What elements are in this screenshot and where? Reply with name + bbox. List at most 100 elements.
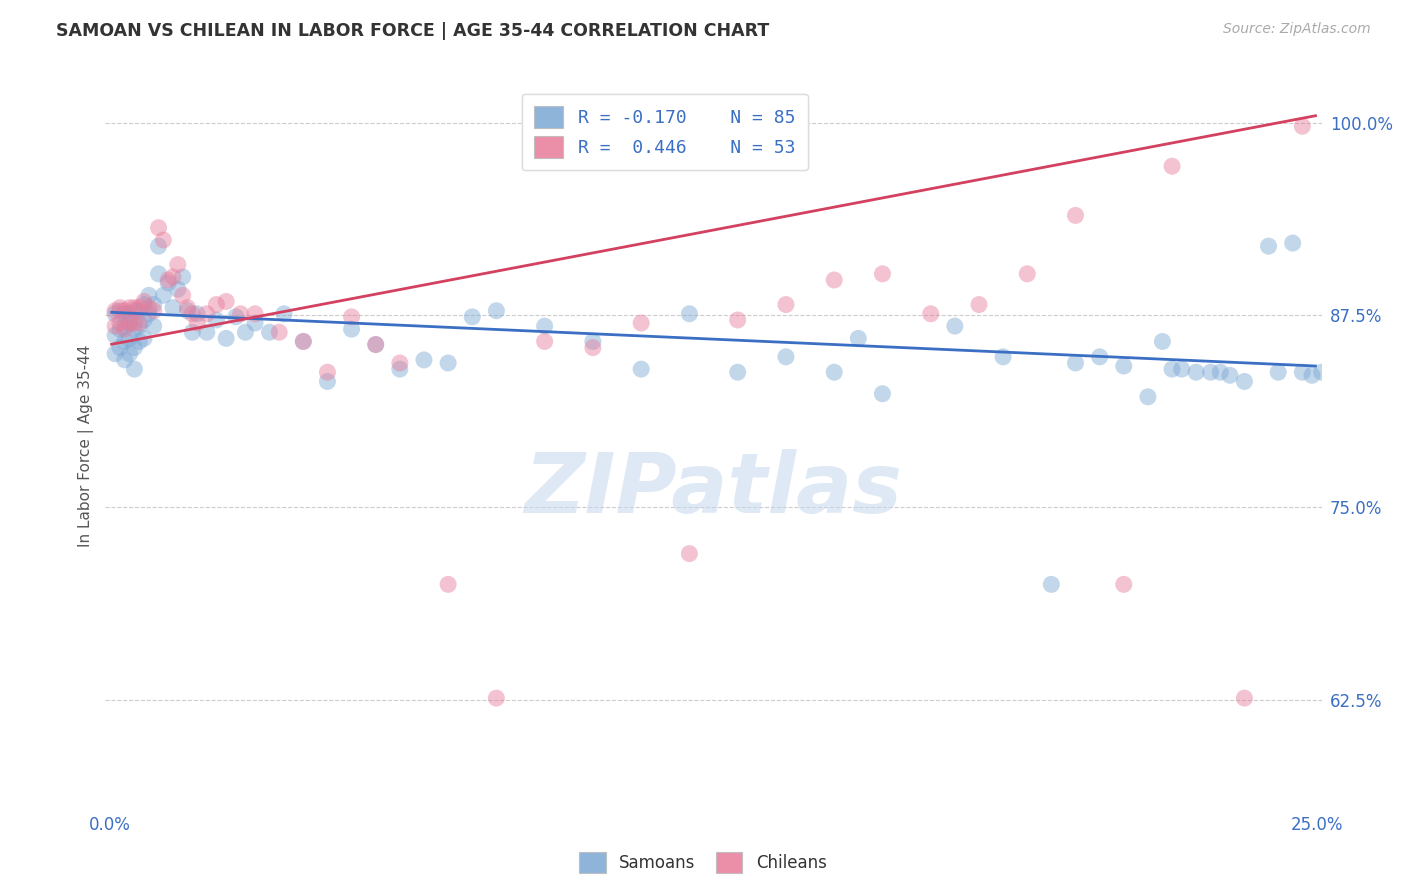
Point	[1199, 365, 1222, 379]
Point	[215, 331, 238, 345]
Point	[104, 303, 127, 318]
Point	[1257, 239, 1279, 253]
Point	[1291, 120, 1313, 134]
Point	[678, 547, 700, 561]
Point	[128, 316, 150, 330]
Point	[114, 334, 136, 349]
Point	[108, 341, 131, 355]
Point	[104, 328, 127, 343]
Point	[142, 297, 165, 311]
Point	[186, 316, 208, 330]
Point	[630, 362, 652, 376]
Point	[205, 313, 228, 327]
Point	[413, 352, 436, 367]
Point	[225, 310, 247, 324]
Point	[124, 341, 146, 355]
Point	[727, 313, 749, 327]
Point	[533, 334, 555, 349]
Point	[118, 331, 141, 345]
Point	[1136, 390, 1159, 404]
Point	[152, 288, 174, 302]
Point	[108, 322, 131, 336]
Point	[114, 352, 136, 367]
Point	[118, 301, 141, 315]
Point	[195, 307, 218, 321]
Point	[1170, 362, 1192, 376]
Point	[118, 316, 141, 330]
Point	[172, 269, 194, 284]
Point	[142, 319, 165, 334]
Point	[181, 325, 204, 339]
Point	[1233, 691, 1256, 706]
Point	[235, 325, 257, 339]
Point	[166, 282, 188, 296]
Point	[118, 347, 141, 361]
Point	[114, 307, 136, 321]
Point	[243, 316, 266, 330]
Point	[1233, 375, 1256, 389]
Point	[316, 375, 339, 389]
Point	[138, 288, 160, 302]
Legend: Samoans, Chileans: Samoans, Chileans	[572, 846, 834, 880]
Point	[1112, 359, 1135, 373]
Point	[162, 301, 184, 315]
Point	[229, 307, 252, 321]
Point	[1064, 356, 1087, 370]
Point	[991, 350, 1014, 364]
Point	[148, 239, 170, 253]
Point	[132, 331, 155, 345]
Point	[148, 267, 170, 281]
Point	[181, 307, 204, 321]
Point	[1209, 365, 1232, 379]
Point	[142, 303, 165, 318]
Point	[124, 301, 146, 315]
Point	[967, 297, 990, 311]
Point	[114, 319, 136, 334]
Point	[292, 334, 315, 349]
Point	[846, 331, 869, 345]
Point	[128, 334, 150, 349]
Point	[461, 310, 484, 324]
Point	[340, 310, 363, 324]
Point	[364, 337, 387, 351]
Point	[176, 301, 198, 315]
Point	[172, 288, 194, 302]
Point	[823, 273, 845, 287]
Point	[176, 303, 198, 318]
Text: Source: ZipAtlas.com: Source: ZipAtlas.com	[1223, 22, 1371, 37]
Point	[1310, 365, 1333, 379]
Point	[727, 365, 749, 379]
Point	[124, 362, 146, 376]
Point	[124, 322, 146, 336]
Point	[132, 313, 155, 327]
Point	[1281, 236, 1303, 251]
Point	[1112, 577, 1135, 591]
Point	[533, 319, 555, 334]
Point	[1161, 362, 1184, 376]
Point	[157, 276, 180, 290]
Point	[162, 269, 184, 284]
Point	[316, 365, 339, 379]
Text: ZIPatlas: ZIPatlas	[524, 449, 903, 530]
Point	[775, 350, 797, 364]
Point	[1185, 365, 1208, 379]
Point	[124, 303, 146, 318]
Point	[138, 301, 160, 315]
Point	[128, 301, 150, 315]
Point	[215, 294, 238, 309]
Point	[132, 294, 155, 309]
Legend: R = -0.170    N = 85, R =  0.446    N = 53: R = -0.170 N = 85, R = 0.446 N = 53	[522, 94, 808, 170]
Point	[108, 303, 131, 318]
Point	[1301, 368, 1323, 383]
Point	[872, 386, 894, 401]
Point	[364, 337, 387, 351]
Point	[775, 297, 797, 311]
Point	[128, 303, 150, 318]
Point	[1267, 365, 1289, 379]
Y-axis label: In Labor Force | Age 35-44: In Labor Force | Age 35-44	[79, 345, 94, 547]
Point	[114, 322, 136, 336]
Point	[678, 307, 700, 321]
Point	[118, 307, 141, 321]
Point	[132, 297, 155, 311]
Point	[114, 303, 136, 318]
